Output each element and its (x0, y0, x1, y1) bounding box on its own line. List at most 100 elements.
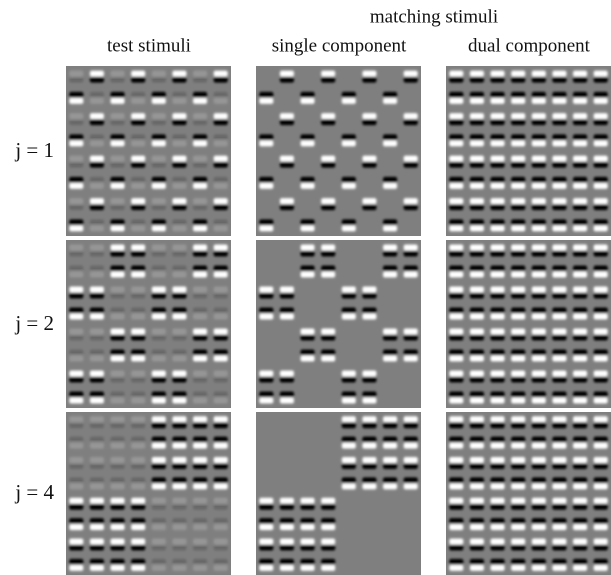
element-top (131, 538, 146, 545)
element-top (110, 558, 125, 565)
gabor-element (593, 436, 608, 449)
element-top (341, 436, 356, 443)
element-bottom (341, 313, 356, 320)
element-top (172, 286, 187, 293)
element-top (151, 198, 166, 205)
element-top (151, 558, 166, 565)
element-top (449, 91, 464, 98)
element-bottom (131, 250, 146, 257)
element-top (593, 70, 608, 77)
element-top (511, 558, 526, 565)
gabor-element (89, 477, 104, 490)
element-top (511, 219, 526, 226)
element-top (469, 456, 484, 463)
gabor-element (259, 219, 274, 232)
element-top (362, 70, 377, 77)
element-top (193, 70, 208, 77)
element-bottom (362, 376, 377, 383)
element-top (213, 176, 228, 183)
gabor-element (300, 558, 315, 571)
element-top (151, 113, 166, 120)
element-bottom (259, 524, 274, 531)
gabor-element (449, 558, 464, 571)
gabor-element (449, 134, 464, 147)
gabor-element (321, 244, 336, 257)
element-bottom (403, 483, 418, 490)
gabor-element (89, 518, 104, 531)
gabor-element (151, 558, 166, 571)
gabor-element (213, 286, 228, 299)
element-bottom (552, 503, 567, 510)
element-bottom (469, 422, 484, 429)
element-top (531, 436, 546, 443)
element-bottom (89, 462, 104, 469)
gabor-element (552, 436, 567, 449)
element-bottom (151, 334, 166, 341)
gabor-element (89, 286, 104, 299)
element-bottom (552, 292, 567, 299)
element-bottom (362, 462, 377, 469)
gabor-element (213, 113, 228, 126)
element-top (573, 497, 588, 504)
element-top (89, 244, 104, 251)
element-bottom (259, 225, 274, 232)
element-bottom (469, 462, 484, 469)
element-bottom (552, 119, 567, 126)
element-top (213, 265, 228, 272)
element-top (193, 391, 208, 398)
element-bottom (341, 182, 356, 189)
element-top (213, 497, 228, 504)
element-bottom (341, 292, 356, 299)
gabor-element (383, 219, 398, 232)
element-bottom (362, 119, 377, 126)
gabor-element (110, 70, 125, 83)
element-top (279, 155, 294, 162)
element-top (362, 436, 377, 443)
element-top (300, 91, 315, 98)
element-top (131, 497, 146, 504)
gabor-element (449, 349, 464, 362)
element-top (213, 70, 228, 77)
element-bottom (213, 422, 228, 429)
element-top (213, 518, 228, 525)
element-top (89, 134, 104, 141)
gabor-element (593, 391, 608, 404)
gabor-element (511, 155, 526, 168)
element-bottom (193, 292, 208, 299)
element-top (89, 518, 104, 525)
element-bottom (552, 462, 567, 469)
stimulus-panel (256, 66, 421, 236)
element-bottom (511, 564, 526, 571)
gabor-element (151, 286, 166, 299)
element-bottom (573, 462, 588, 469)
element-bottom (531, 97, 546, 104)
gabor-element (279, 518, 294, 531)
gabor-element (279, 391, 294, 404)
element-bottom (593, 97, 608, 104)
element-top (151, 176, 166, 183)
element-bottom (300, 182, 315, 189)
gabor-element (593, 113, 608, 126)
stimulus-panel (66, 412, 231, 575)
element-top (490, 198, 505, 205)
gabor-element (490, 219, 505, 232)
gabor-element (110, 265, 125, 278)
element-top (573, 244, 588, 251)
element-bottom (593, 422, 608, 429)
element-bottom (552, 204, 567, 211)
panel-background (446, 412, 611, 575)
element-top (552, 286, 567, 293)
element-bottom (213, 483, 228, 490)
element-top (321, 558, 336, 565)
element-top (172, 176, 187, 183)
element-bottom (511, 397, 526, 404)
gabor-element (279, 155, 294, 168)
gabor-element (193, 370, 208, 383)
gabor-element (469, 456, 484, 469)
element-top (151, 244, 166, 251)
gabor-element (259, 370, 274, 383)
column-title: single component (272, 35, 407, 56)
gabor-element (362, 477, 377, 490)
element-bottom (172, 376, 187, 383)
element-bottom (300, 564, 315, 571)
